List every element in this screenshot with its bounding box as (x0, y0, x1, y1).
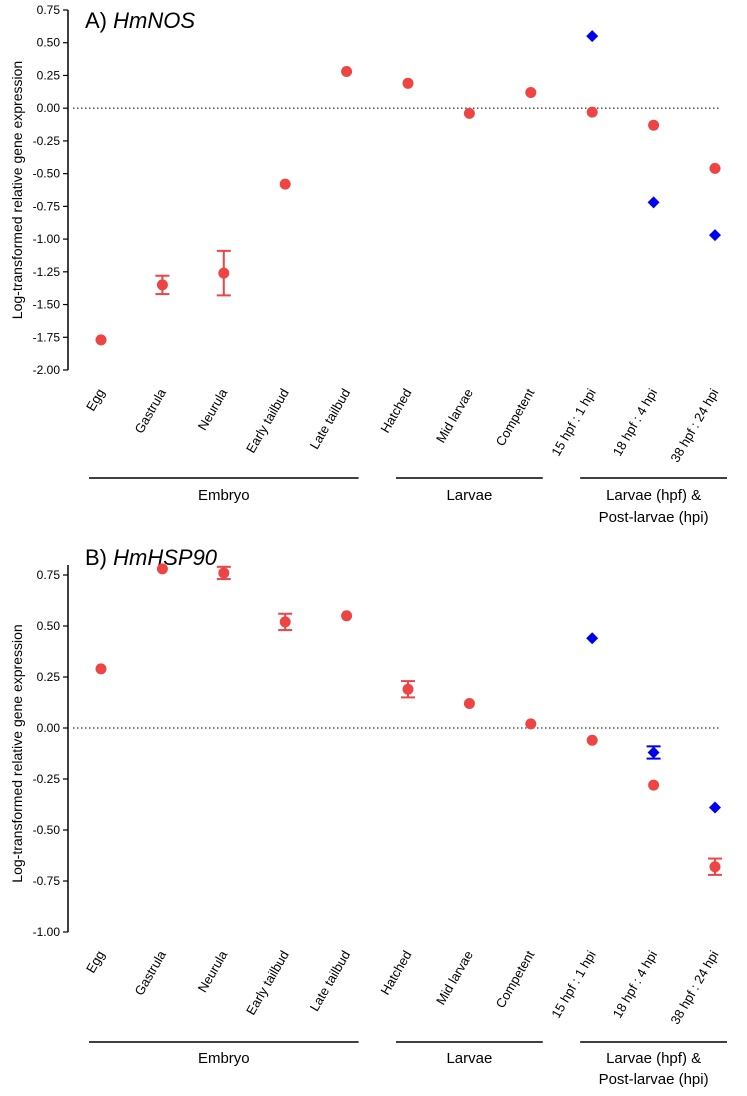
data-point-circle (463, 107, 475, 119)
x-category-label: 15 hpf : 1 hpi (548, 948, 599, 1021)
data-point-diamond (709, 801, 721, 814)
data-point-circle (709, 861, 721, 873)
x-category-label: Mid larvae (433, 948, 476, 1007)
y-tick-label: 0.75 (37, 3, 61, 17)
x-category-label: 38 hpf : 24 hpi (667, 948, 721, 1027)
x-category-label: 38 hpf : 24 hpi (667, 386, 721, 465)
data-point-circle (525, 718, 537, 730)
y-tick-label: -1.00 (33, 925, 61, 939)
x-category-label: Neurula (195, 947, 231, 995)
data-point-circle (156, 279, 168, 291)
y-tick-label: -0.25 (33, 772, 61, 786)
gene-name: HmNOS (113, 8, 195, 33)
data-point-diamond (647, 746, 660, 759)
y-tick-label: -0.50 (33, 167, 61, 181)
data-point-circle (341, 610, 353, 622)
data-point-circle (156, 563, 168, 575)
data-point-diamond (586, 632, 599, 645)
x-category-label: Egg (83, 948, 108, 976)
x-category-label: Hatched (377, 948, 414, 997)
y-axis-label: Log-transformed relative gene expression (9, 61, 25, 319)
x-category-label: Gastrula (131, 385, 169, 436)
data-point-circle (648, 779, 660, 791)
panel-letter: A) (85, 8, 113, 33)
x-category-label: Early tailbud (243, 386, 292, 455)
data-point-diamond (647, 196, 660, 209)
group-label: Larvae (hpf) & (606, 1050, 701, 1067)
x-category-label: 18 hpf : 4 hpi (610, 948, 661, 1021)
x-category-label: Hatched (377, 386, 414, 435)
x-category-label: Late tailbud (307, 386, 354, 452)
chart-panel-b: B) HmHSP90 0.75 0.50 0.25 0.00 -0.25 -0.50 -0.7… (9, 545, 727, 1088)
data-point-diamond (709, 229, 721, 242)
data-point-circle (279, 616, 291, 628)
data-point-circle (525, 86, 537, 98)
x-category-label: 18 hpf : 4 hpi (610, 386, 661, 459)
y-tick-label: 0.00 (37, 101, 61, 115)
panel-title: B) HmHSP90 (85, 545, 218, 570)
group-label: Embryo (198, 487, 250, 504)
y-tick-label: 0.50 (37, 619, 61, 633)
data-point-circle (218, 267, 230, 279)
y-tick-label: -1.00 (33, 232, 61, 246)
data-point-circle (95, 334, 107, 346)
y-tick-label: -0.25 (33, 134, 61, 148)
y-tick-label: 0.25 (37, 670, 61, 684)
panel-letter: B) (85, 545, 113, 570)
data-point-circle (341, 66, 353, 78)
panel-title: A) HmNOS (85, 8, 195, 33)
data-point-diamond (586, 30, 599, 43)
x-category-label: Gastrula (131, 947, 169, 998)
x-category-label: 15 hpf : 1 hpi (548, 386, 599, 459)
y-tick-label: -1.75 (33, 330, 61, 344)
x-category-label: Late tailbud (307, 948, 354, 1014)
y-axis-label: Log-transformed relative gene expression (9, 624, 25, 882)
y-tick-label: -0.50 (33, 823, 61, 837)
data-point-circle (95, 663, 107, 675)
x-category-label: Competent (493, 386, 538, 449)
data-point-circle (402, 77, 414, 89)
data-point-circle (463, 698, 475, 710)
group-label: Embryo (198, 1050, 250, 1067)
x-category-label: Mid larvae (433, 386, 476, 445)
data-point-circle (648, 119, 660, 131)
y-tick-label: 0.50 (37, 36, 61, 50)
data-point-circle (218, 567, 230, 579)
x-category-label: Egg (83, 386, 108, 414)
x-category-label: Early tailbud (243, 948, 292, 1017)
y-tick-label: -2.00 (33, 363, 61, 377)
y-tick-label: 0.00 (37, 721, 61, 735)
y-tick-label: -0.75 (33, 199, 61, 213)
group-label-line2: Post-larvae (hpi) (599, 509, 709, 526)
x-category-label: Neurula (195, 385, 231, 433)
y-tick-label: -0.75 (33, 874, 61, 888)
y-tick-label: 0.75 (37, 568, 61, 582)
data-point-circle (402, 683, 414, 695)
data-point-circle (709, 162, 721, 174)
data-point-circle (586, 106, 598, 118)
group-label: Larvae (446, 1050, 492, 1067)
group-label: Larvae (446, 487, 492, 504)
x-category-label: Competent (493, 948, 538, 1011)
data-point-circle (279, 178, 291, 190)
group-label-line2: Post-larvae (hpi) (599, 1071, 709, 1088)
y-tick-label: -1.25 (33, 265, 61, 279)
data-point-circle (586, 734, 598, 746)
group-label: Larvae (hpf) & (606, 487, 701, 504)
chart-panel-a: A) HmNOS 0.75 0.50 0.25 0.00 -0.25 -0.50 -0.75 -… (9, 3, 727, 526)
y-tick-label: -1.50 (33, 298, 61, 312)
y-tick-label: 0.25 (37, 68, 61, 82)
